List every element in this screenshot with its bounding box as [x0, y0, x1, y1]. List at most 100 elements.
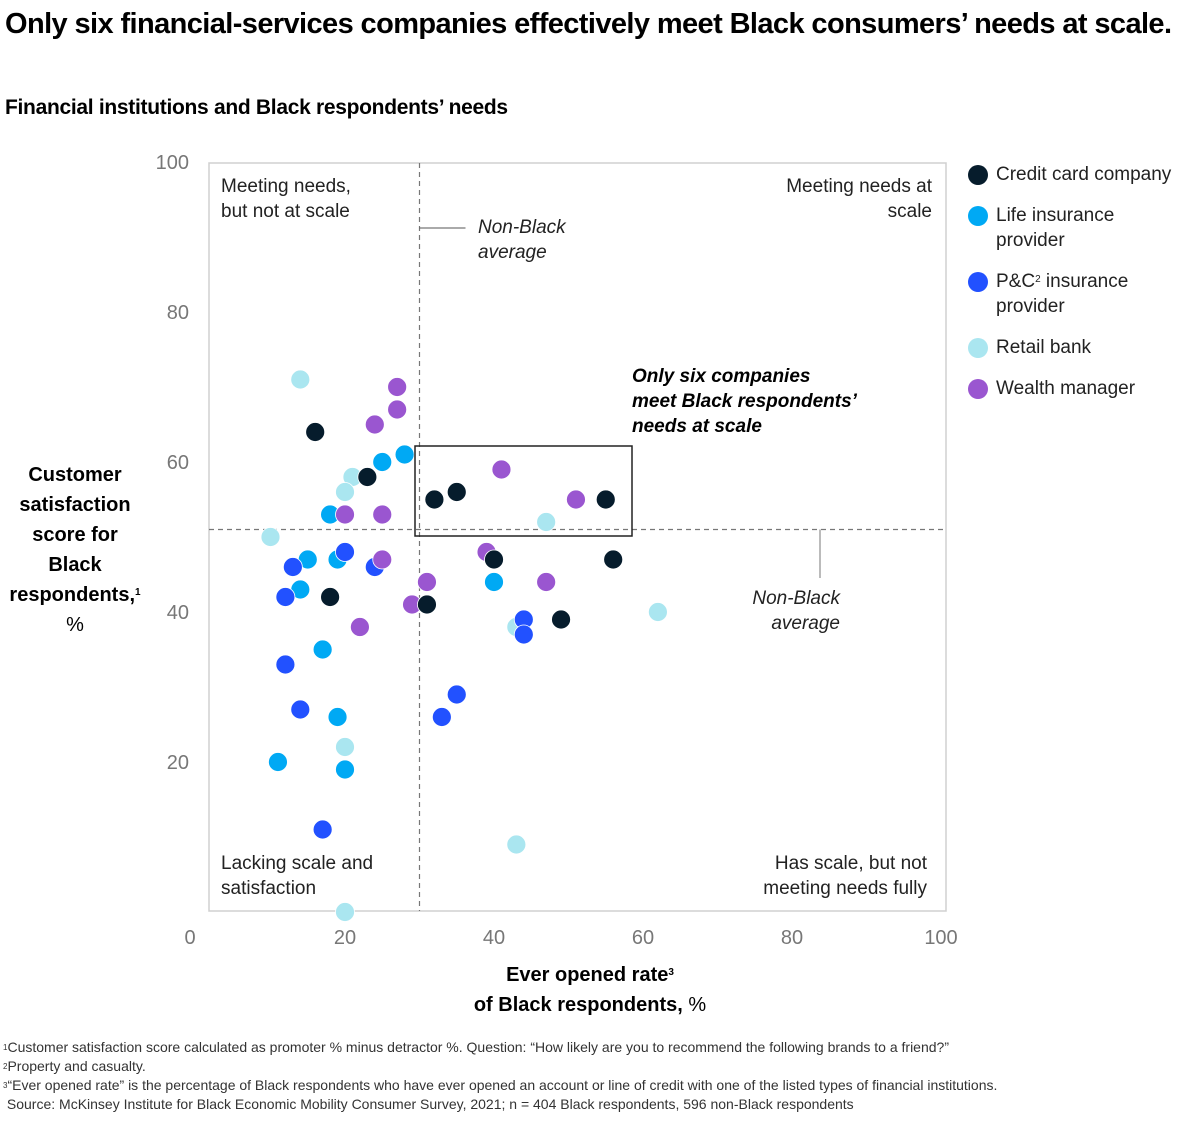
data-point-credit [603, 549, 624, 570]
footnote-text: Customer satisfaction score calculated a… [7, 1039, 949, 1055]
data-point-pc [513, 624, 534, 645]
x-tick-label: 80 [781, 927, 803, 949]
y-tick-label: 60 [167, 452, 189, 474]
x-axis-unit: % [688, 994, 707, 1016]
y-tick-label: 40 [167, 602, 189, 624]
data-point-retail [335, 482, 355, 502]
y-axis-unit: % [66, 614, 84, 636]
average-label-line: Non-Black [478, 217, 566, 238]
data-point-retail [290, 369, 311, 390]
data-point-wealth [364, 414, 385, 435]
chart-title: Only six financial-services companies ef… [5, 8, 1172, 40]
data-point-credit [551, 609, 571, 630]
legend-label: Credit card company [996, 164, 1172, 185]
data-point-wealth [335, 504, 355, 525]
footnote-2: 2Property and casualty. [3, 1057, 997, 1076]
legend-label-line: provider [996, 230, 1065, 251]
legend-item-credit-card: Credit card company [968, 162, 1200, 187]
data-point-credit [424, 489, 445, 510]
legend-label: Retail bank [996, 337, 1092, 358]
y-tick-label: 20 [167, 752, 189, 774]
data-point-wealth [536, 572, 557, 592]
data-point-wealth [566, 489, 586, 510]
average-label-line: average [771, 613, 840, 634]
y-axis-label: Customer satisfaction score for Black re… [0, 460, 150, 640]
footnote-marker: 1 [135, 587, 141, 598]
legend-item-pc-insurance: P&C2 insurance provider [968, 269, 1200, 319]
footnote-3: 3“Ever opened rate” is the percentage of… [3, 1076, 997, 1095]
plot-frame [208, 162, 947, 912]
y-axis-label-line: satisfaction [19, 494, 131, 516]
quadrant-label-line: meeting needs fully [763, 878, 927, 899]
data-point-retail [506, 834, 527, 855]
footnote-text: Property and casualty. [7, 1058, 146, 1074]
data-point-retail [536, 512, 557, 532]
quadrant-label-line: Has scale, but not [774, 853, 927, 874]
data-point-wealth [349, 617, 370, 637]
quadrant-label-line: Lacking scale and [221, 853, 374, 874]
data-point-wealth [387, 377, 408, 397]
data-point-pc [275, 654, 296, 675]
data-point-life [372, 452, 393, 472]
data-point-credit [484, 549, 504, 570]
legend-dot-icon [968, 379, 988, 399]
data-point-pc [446, 684, 467, 705]
footnote-marker: 3 [3, 1081, 8, 1090]
quadrant-label-line: but not at scale [221, 201, 350, 222]
data-point-life [335, 759, 355, 780]
vertical-average-label: Non-Black average [478, 215, 566, 265]
source-note: Source: McKinsey Institute for Black Eco… [3, 1095, 997, 1114]
data-point-credit [320, 587, 341, 607]
y-tick-label: 100 [156, 152, 189, 174]
highlight-box [414, 445, 633, 537]
quadrant-label-bottom-left: Lacking scale and satisfaction [221, 851, 373, 901]
x-tick-label: 0 [184, 927, 195, 949]
data-point-life [268, 752, 288, 772]
data-point-credit [595, 489, 616, 510]
x-tick-label: 60 [632, 927, 654, 949]
legend-item-life-insurance: Life insurance provider [968, 203, 1200, 253]
legend-label: Wealth manager [996, 378, 1136, 399]
quadrant-label-line: Meeting needs at [786, 176, 932, 197]
callout-line: meet Black respondents’ [632, 391, 857, 412]
data-point-pc [275, 587, 296, 607]
x-tick-label: 20 [334, 927, 356, 949]
data-point-pc [335, 542, 355, 562]
data-point-wealth [491, 459, 512, 480]
data-point-pc [290, 699, 311, 720]
callout-line: Only six companies [632, 366, 811, 387]
y-tick-label: 80 [167, 302, 189, 324]
data-point-life [312, 639, 333, 660]
data-point-retail [335, 737, 355, 757]
data-point-credit [446, 482, 467, 502]
legend-dot-icon [968, 206, 988, 226]
data-point-retail [260, 527, 281, 547]
legend-dot-icon [968, 338, 988, 358]
x-axis-label-line: Ever opened rate3 [380, 960, 800, 990]
footnote-marker: 3 [668, 967, 674, 978]
data-point-credit [417, 594, 437, 615]
y-axis-label-line: Customer [28, 464, 122, 486]
legend-label: P&C2 insurance provider [996, 269, 1128, 319]
highlight-callout: Only six companies meet Black respondent… [632, 364, 857, 439]
data-point-retail [648, 602, 668, 622]
x-tick-label: 100 [924, 927, 957, 949]
footnote-marker: 2 [3, 1062, 8, 1071]
quadrant-label-top-left: Meeting needs, but not at scale [221, 174, 351, 224]
legend: Credit card company Life insurance provi… [968, 162, 1200, 417]
x-tick-label: 40 [483, 927, 505, 949]
footnote-marker: 1 [3, 1043, 8, 1052]
average-label-line: Non-Black [752, 588, 840, 609]
data-point-wealth [387, 399, 408, 420]
legend-label: Life insurance provider [996, 203, 1114, 253]
y-axis-label-text: respondents, [9, 584, 135, 606]
legend-dot-icon [968, 165, 988, 185]
legend-dot-icon [968, 272, 988, 292]
legend-label-line: Life insurance [996, 205, 1115, 226]
quadrant-label-top-right: Meeting needs at scale [732, 174, 932, 224]
chart-subtitle: Financial institutions and Black respond… [5, 96, 508, 119]
data-point-pc [282, 557, 303, 577]
x-axis-label-text: of Black respondents, [473, 994, 689, 1016]
footnotes: 1Customer satisfaction score calculated … [3, 1038, 997, 1114]
